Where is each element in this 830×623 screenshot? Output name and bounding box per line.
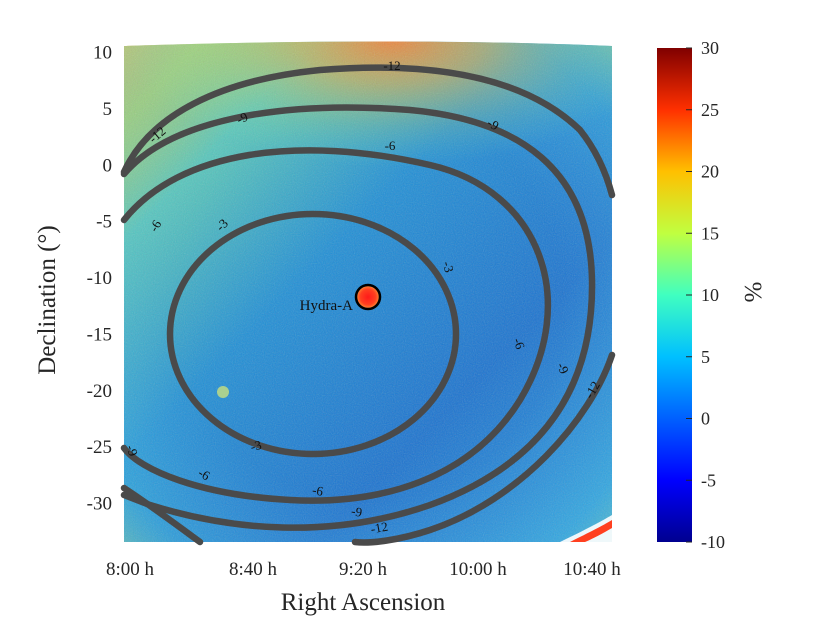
contour--12-right (351, 351, 616, 546)
y-tick-label: -10 (87, 268, 112, 289)
contour-label: -12 (369, 519, 389, 537)
contour--12-top (120, 64, 616, 199)
colorbar-tick-label: 5 (701, 347, 710, 367)
colorbar-tick-label: 30 (701, 38, 719, 58)
colorbar-tick-label: -5 (701, 470, 716, 490)
y-tick-label: -30 (87, 494, 112, 515)
colorbar-tick-label: 0 (701, 409, 710, 429)
bright-spot (217, 386, 229, 398)
x-axis-label: Right Ascension (281, 589, 446, 616)
x-tick-label: 8:00 h (106, 559, 155, 580)
source-hotspot (357, 286, 379, 308)
colorbar-tick-label: 15 (701, 223, 719, 243)
contour-label: -6 (311, 482, 325, 499)
y-tick-label: -25 (87, 437, 112, 458)
y-tick-label: -20 (87, 381, 112, 402)
x-tick-label: 10:00 h (449, 559, 507, 580)
y-tick-label: -5 (96, 212, 112, 233)
contour--3 (166, 210, 460, 458)
colorbar-tick-label: 10 (701, 285, 719, 305)
colorbar-tick-label: -10 (701, 532, 725, 552)
contour-label: -12 (383, 58, 400, 73)
y-tick-label: -15 (87, 324, 112, 345)
y-tick-label: 0 (103, 155, 113, 176)
source-hydra-a: Hydra-A (300, 283, 382, 314)
contour--9 (120, 104, 596, 531)
y-tick-label: 5 (103, 99, 113, 120)
x-tick-label: 10:40 h (563, 559, 621, 580)
contours (120, 64, 616, 546)
contour-label: -3 (440, 260, 457, 274)
colorbar-label: % (739, 282, 766, 303)
y-axis: 10 5 0 -5 -10 -15 -20 -25 -30 (87, 43, 112, 515)
y-tick-label: 10 (93, 43, 112, 64)
contour-label: -3 (249, 437, 263, 454)
contour-label: -6 (385, 138, 396, 153)
x-axis: 8:00 h 8:40 h 9:20 h 10:00 h 10:40 h (106, 559, 621, 580)
contour-label: -9 (123, 443, 141, 458)
x-tick-label: 8:40 h (229, 559, 278, 580)
x-tick-label: 9:20 h (339, 559, 388, 580)
contour--12-left (120, 484, 204, 546)
contour-label: -9 (350, 503, 363, 520)
colorbar-axis: 30 25 20 15 10 5 0 -5 -10 (686, 38, 725, 552)
source-marker (354, 283, 382, 311)
colorbar-tick-label: 25 (701, 100, 719, 120)
source-label: Hydra-A (300, 298, 353, 314)
colorbar-tick-label: 20 (701, 162, 719, 182)
contour--6 (120, 147, 552, 504)
y-axis-label: Declination (°) (34, 225, 61, 375)
